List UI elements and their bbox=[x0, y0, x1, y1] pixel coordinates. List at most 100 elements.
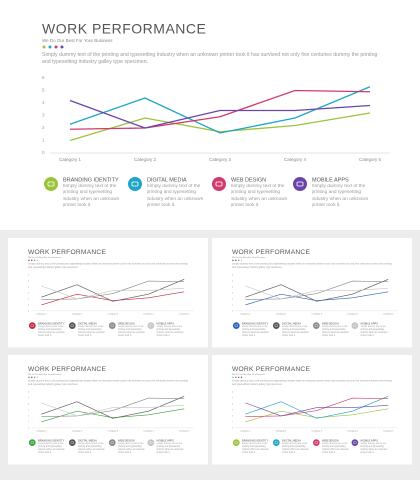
series-line bbox=[69, 99, 371, 129]
description: Simply dummy text of the printing and ty… bbox=[42, 52, 378, 66]
series-line bbox=[41, 280, 185, 300]
y-tick-label: 6 bbox=[28, 275, 30, 277]
legend-description: Simply dummy text of the printing and ty… bbox=[360, 325, 388, 338]
accent-dot bbox=[33, 376, 36, 379]
legend-description: Simply dummy text of the printing and ty… bbox=[37, 325, 65, 338]
y-tick-label: 3 bbox=[42, 113, 45, 118]
legend-label: DIGITAL MEDIA bbox=[282, 321, 301, 325]
legend-label: BRANDING IDENTITY bbox=[242, 321, 269, 325]
legend-description-box: Simply dummy text of the printing and ty… bbox=[231, 184, 288, 208]
legend-label: MOBILE APPS bbox=[312, 177, 349, 183]
slide-background bbox=[212, 238, 412, 348]
legend-description: Simply dummy text of the printing and ty… bbox=[311, 184, 369, 209]
legend-label: MOBILE APPS bbox=[361, 438, 379, 442]
x-tick-label: Category 5 bbox=[179, 430, 190, 433]
legend-description-box: Simply dummy text of the printing and ty… bbox=[156, 443, 183, 455]
legend-icon-glyph bbox=[70, 324, 74, 327]
accent-dot bbox=[240, 376, 243, 379]
legend-description-box: Simply dummy text of the printing and ty… bbox=[38, 443, 65, 455]
legend-icon-glyph bbox=[70, 441, 74, 444]
slide-background bbox=[8, 238, 208, 348]
legend-description: Simply dummy text of the printing and ty… bbox=[281, 325, 309, 338]
accent-dot bbox=[232, 259, 234, 262]
slide-title: WORK PERFORMANCE bbox=[28, 366, 106, 373]
accent-dot bbox=[36, 259, 39, 262]
slide-subtitle: We Do Our Best For Your Business bbox=[28, 256, 61, 259]
accent-dot bbox=[28, 259, 30, 262]
y-tick-label: 5 bbox=[232, 281, 234, 283]
series-line bbox=[245, 280, 389, 300]
legend-icon bbox=[68, 439, 76, 446]
description: Simply dummy text of the printing and ty… bbox=[232, 262, 392, 269]
legend-description-box: Simply dummy text of the printing and ty… bbox=[282, 443, 309, 455]
series-line bbox=[245, 397, 389, 417]
y-tick-label: 6 bbox=[232, 392, 234, 394]
slide-background bbox=[212, 355, 412, 465]
y-tick-label: 5 bbox=[232, 398, 234, 400]
legend-icon-glyph bbox=[353, 324, 357, 327]
accent-dot bbox=[31, 376, 33, 379]
description: Simply dummy text of the printing and ty… bbox=[28, 379, 188, 386]
series-line bbox=[69, 86, 371, 134]
legend-icon-glyph bbox=[353, 441, 357, 444]
x-tick-label: Category 2 bbox=[276, 430, 287, 433]
legend-description: Simply dummy text of the printing and ty… bbox=[156, 325, 184, 338]
series-line bbox=[41, 291, 185, 306]
legend-description: Simply dummy text of the printing and ty… bbox=[360, 442, 388, 455]
x-tick-label: Category 1 bbox=[36, 313, 47, 316]
y-tick-label: 2 bbox=[42, 125, 45, 130]
legend-label: MOBILE APPS bbox=[157, 321, 175, 325]
legend-icon-glyph bbox=[30, 441, 34, 444]
legend-description: Simply dummy text of the printing and ty… bbox=[321, 442, 349, 455]
legend-label: DIGITAL MEDIA bbox=[282, 438, 301, 442]
legend-icon bbox=[312, 322, 320, 329]
legend-label: WEB DESIGN bbox=[231, 177, 266, 183]
x-tick-label: Category 1 bbox=[240, 313, 251, 316]
x-tick-label: Category 1 bbox=[240, 430, 251, 433]
legend-description-box: Simply dummy text of the printing and ty… bbox=[322, 326, 349, 338]
legend-icon-glyph bbox=[314, 324, 318, 327]
legend-icon-glyph bbox=[296, 181, 304, 187]
series-line bbox=[245, 279, 389, 302]
y-tick-label: 3 bbox=[28, 293, 30, 295]
legend-description: Simply dummy text of the printing and ty… bbox=[62, 184, 120, 209]
legend-icon bbox=[128, 177, 142, 191]
accent-dot bbox=[237, 259, 240, 262]
description: Simply dummy text of the printing and ty… bbox=[232, 379, 392, 386]
series-line bbox=[245, 408, 389, 423]
series-line bbox=[41, 396, 185, 419]
y-tick-label: 4 bbox=[28, 287, 30, 289]
legend-icon bbox=[351, 439, 359, 446]
y-tick-label: 0 bbox=[28, 427, 30, 429]
legend-icon-glyph bbox=[47, 181, 55, 187]
legend-icon bbox=[147, 439, 155, 446]
legend-description: Simply dummy text of the printing and ty… bbox=[146, 184, 204, 209]
y-tick-label: 1 bbox=[232, 421, 234, 423]
x-tick-label: Category 2 bbox=[134, 157, 157, 162]
accent-dot bbox=[240, 259, 243, 262]
legend-icon bbox=[232, 322, 240, 329]
legend-label: MOBILE APPS bbox=[157, 438, 175, 442]
legend-icon-glyph bbox=[131, 181, 139, 187]
x-tick-label: Category 3 bbox=[209, 157, 232, 162]
legend-label: DIGITAL MEDIA bbox=[78, 438, 97, 442]
legend-icon bbox=[272, 322, 280, 329]
y-tick-label: 1 bbox=[28, 421, 30, 423]
y-tick-label: 0 bbox=[232, 310, 234, 312]
slide-title: WORK PERFORMANCE bbox=[28, 249, 106, 256]
series-line bbox=[41, 397, 185, 417]
x-tick-label: Category 2 bbox=[72, 430, 83, 433]
x-tick-label: Category 3 bbox=[312, 313, 323, 316]
x-tick-label: Category 4 bbox=[143, 430, 154, 433]
legend-icon bbox=[147, 322, 155, 329]
slide-title: WORK PERFORMANCE bbox=[42, 21, 206, 37]
legend-icon-glyph bbox=[149, 441, 153, 444]
y-tick-label: 3 bbox=[28, 410, 30, 412]
legend-label: WEB DESIGN bbox=[322, 438, 339, 442]
accent-dot bbox=[33, 259, 36, 262]
